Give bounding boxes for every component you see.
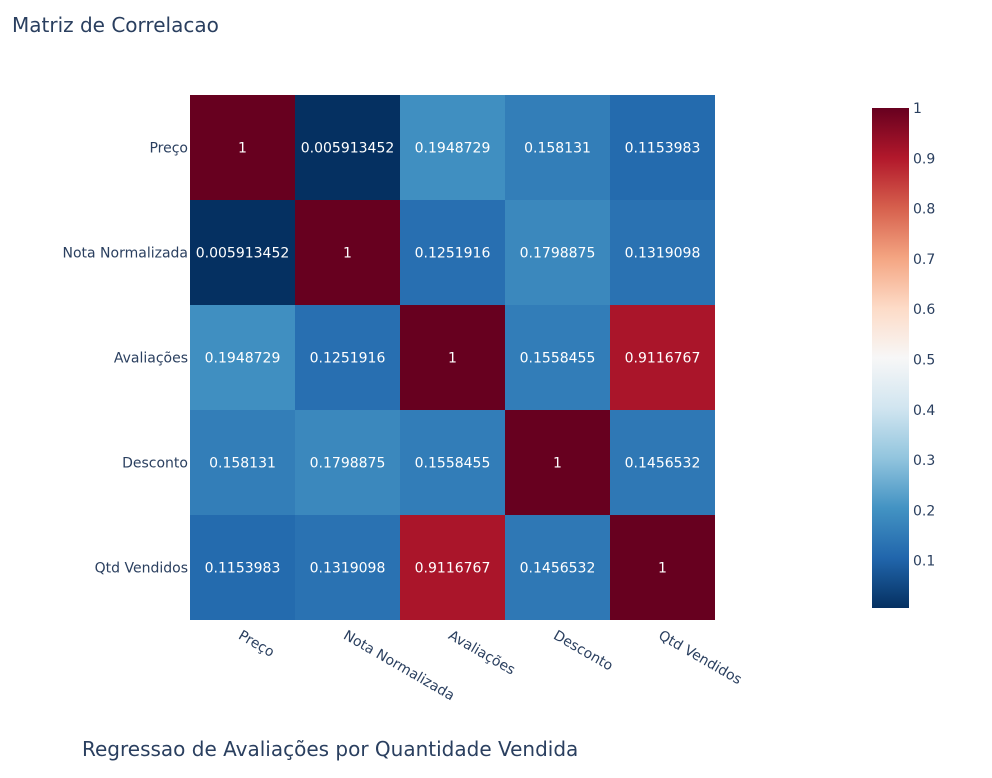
colorbar-tick-label: 0.4 <box>913 403 935 419</box>
heatmap-cell <box>610 305 715 410</box>
cell-value-label: 0.1456532 <box>520 561 596 577</box>
colorbar-tick-label: 0.9 <box>913 151 935 167</box>
cell-value-label: 0.005913452 <box>196 246 290 262</box>
heatmap-cell <box>505 95 610 200</box>
colorbar-gradient <box>872 108 909 608</box>
heatmap-cell <box>610 515 715 620</box>
cell-value-label: 0.1153983 <box>205 561 281 577</box>
heatmap-cell <box>190 200 295 305</box>
heatmap-cell <box>505 410 610 515</box>
x-tick-label: Qtd Vendidos <box>656 628 745 689</box>
cell-value-label: 0.9116767 <box>625 351 701 367</box>
colorbar: 0.1 0.2 0.3 0.4 0.5 0.6 0.7 0.8 0.9 1 <box>872 101 935 608</box>
cell-value-label: 0.158131 <box>209 456 276 472</box>
heatmap-cell <box>190 95 295 200</box>
heatmap-cell <box>505 200 610 305</box>
cell-value-label: 0.1153983 <box>625 141 701 157</box>
colorbar-tick-labels: 0.1 0.2 0.3 0.4 0.5 0.6 0.7 0.8 0.9 1 <box>913 101 935 570</box>
cell-value-label: 0.1798875 <box>520 246 596 262</box>
heatmap-cell-labels: 1 0.005913452 0.1948729 0.158131 0.1153983 0.… <box>196 141 701 577</box>
heatmap-cell <box>295 410 400 515</box>
cell-value-label: 1 <box>343 246 352 262</box>
heatmap-cell <box>400 305 505 410</box>
heatmap-cell <box>400 410 505 515</box>
colorbar-tick-label: 0.6 <box>913 302 935 318</box>
y-tick-label: Nota Normalizada <box>63 246 189 262</box>
colorbar-tick-label: 0.2 <box>913 503 935 519</box>
cell-value-label: 0.1456532 <box>625 456 701 472</box>
cell-value-label: 1 <box>448 351 457 367</box>
heatmap-cell <box>295 95 400 200</box>
x-tick-label: Nota Normalizada <box>341 628 458 705</box>
chart-title: Matriz de Correlacao <box>12 13 219 37</box>
heatmap-cell <box>400 95 505 200</box>
heatmap-cell <box>190 410 295 515</box>
heatmap-cell <box>610 200 715 305</box>
heatmap-cell <box>610 410 715 515</box>
cell-value-label: 0.1948729 <box>415 141 491 157</box>
colorbar-tick-label: 0.3 <box>913 453 935 469</box>
cell-value-label: 0.1558455 <box>520 351 596 367</box>
cell-value-label: 0.1251916 <box>415 246 491 262</box>
cell-value-label: 0.158131 <box>524 141 591 157</box>
x-tick-label: Desconto <box>551 628 616 675</box>
cell-value-label: 1 <box>553 456 562 472</box>
heatmap-cell <box>190 515 295 620</box>
cell-value-label: 1 <box>238 141 247 157</box>
y-tick-label: Avaliações <box>114 351 188 367</box>
cell-value-label: 0.1948729 <box>205 351 281 367</box>
colorbar-tick-label: 0.1 <box>913 554 935 570</box>
y-tick-label: Qtd Vendidos <box>95 561 188 577</box>
colorbar-tick-label: 0.7 <box>913 252 935 268</box>
heatmap-cells <box>190 95 715 620</box>
x-tick-label: Avaliações <box>446 628 518 679</box>
heatmap-cell <box>190 305 295 410</box>
colorbar-tick-label: 0.8 <box>913 202 935 218</box>
heatmap-chart: 1 0.005913452 0.1948729 0.158131 0.1153983 0.… <box>63 95 935 705</box>
cell-value-label: 0.1558455 <box>415 456 491 472</box>
colorbar-tick-label: 0.5 <box>913 352 935 368</box>
cell-value-label: 1 <box>658 561 667 577</box>
cell-value-label: 0.9116767 <box>415 561 491 577</box>
y-axis-tick-labels: Preço Nota Normalizada Avaliações Desconto Q… <box>63 141 189 577</box>
y-tick-label: Preço <box>149 141 188 157</box>
cell-value-label: 0.1319098 <box>310 561 386 577</box>
x-tick-label: Preço <box>236 628 277 661</box>
heatmap-cell <box>295 515 400 620</box>
cell-value-label: 0.1798875 <box>310 456 386 472</box>
next-chart-title: Regressao de Avaliações por Quantidade V… <box>82 737 579 761</box>
heatmap-cell <box>400 200 505 305</box>
cell-value-label: 0.1319098 <box>625 246 701 262</box>
heatmap-cell <box>295 200 400 305</box>
heatmap-cell <box>610 95 715 200</box>
heatmap-cell <box>505 515 610 620</box>
heatmap-cell <box>400 515 505 620</box>
heatmap-cell <box>295 305 400 410</box>
heatmap-cell <box>505 305 610 410</box>
colorbar-tick-label: 1 <box>913 101 922 117</box>
cell-value-label: 0.005913452 <box>301 141 395 157</box>
cell-value-label: 0.1251916 <box>310 351 386 367</box>
y-tick-label: Desconto <box>122 456 188 472</box>
